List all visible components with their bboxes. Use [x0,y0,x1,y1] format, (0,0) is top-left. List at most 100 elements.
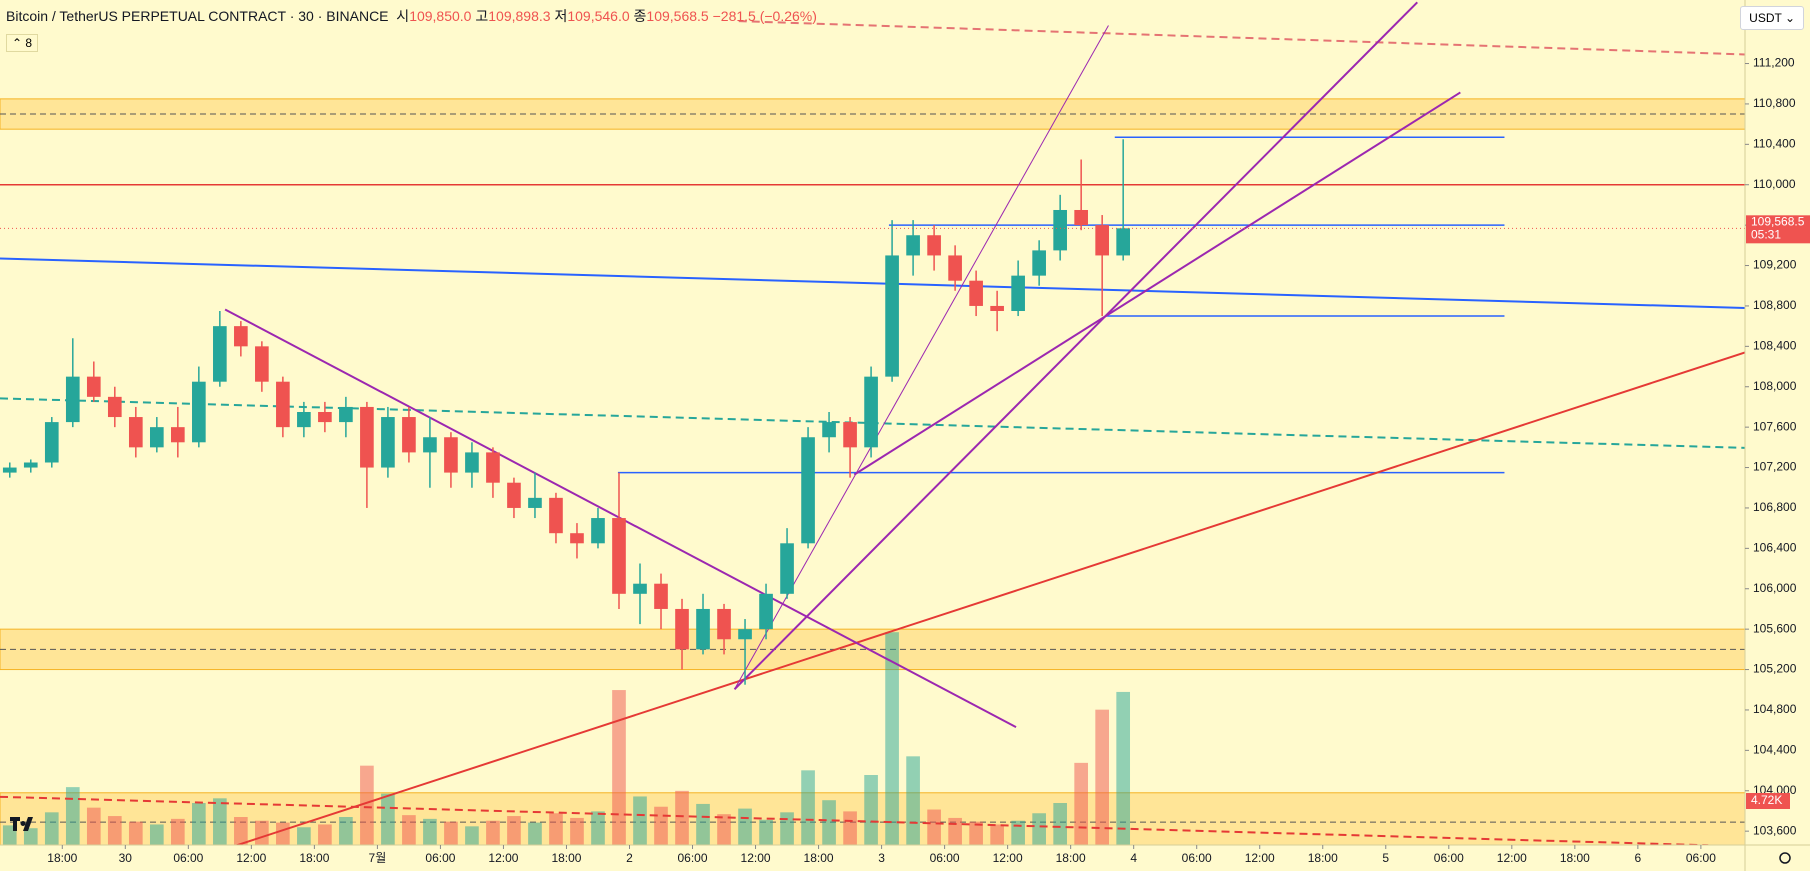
x-tick-label: 12:00 [993,851,1023,865]
x-tick-label: 06:00 [1686,851,1716,865]
volume-bar [675,790,689,845]
countdown: 05:31 [1751,227,1781,241]
x-tick-label: 18:00 [1560,851,1590,865]
candle-body [528,497,542,508]
volume-bar [255,820,269,845]
x-tick-label: 18:00 [47,851,77,865]
y-tick-label: 108,400 [1753,339,1797,353]
x-tick-label: 4 [1130,851,1137,865]
candle-body [149,427,164,448]
volume-bar [318,824,332,845]
y-tick-label: 104,400 [1753,743,1797,757]
volume-bar [234,817,248,845]
volume-bar [864,775,878,845]
candle-body [864,376,878,448]
x-tick-label: 30 [119,851,133,865]
candle-body [591,518,605,544]
volume-bar [843,811,857,845]
volume-bar [696,803,710,845]
y-tick-label: 110,400 [1753,137,1796,151]
candle-body [23,462,38,468]
ohlc-label: 종 [633,8,647,24]
candle-body [44,422,59,463]
volume-bar [1095,709,1109,845]
volume-bar [276,822,290,845]
candle-body [107,396,122,418]
volume-bar [717,814,731,845]
x-tick-label: 06:00 [425,851,455,865]
x-tick-label: 18:00 [1308,851,1338,865]
y-tick-label: 111,200 [1753,56,1795,70]
candle-body [234,326,248,347]
x-tick-label: 2 [626,851,633,865]
candle-body [801,437,815,544]
settings-icon[interactable] [1779,852,1791,864]
trendline [734,25,1109,690]
candle-body [213,326,227,382]
candle-body [1116,228,1131,256]
y-tick-label: 104,800 [1753,702,1797,716]
candle-body [2,467,17,473]
volume-bar [339,817,353,845]
volume-bar [107,816,122,845]
volume-bar [528,822,542,845]
x-tick-label: 3 [878,851,885,865]
y-tick-label: 108,000 [1753,379,1797,393]
volume-bar [423,818,437,845]
candle-body [906,235,920,256]
volume-bar [570,817,584,845]
x-tick-label: 12:00 [1497,851,1527,865]
candle-body [822,422,836,438]
volume-bar [927,809,941,845]
candle-body [423,437,437,453]
volume-bar [906,756,920,845]
ohlc-label: 시 [396,8,410,24]
volume-bar [948,817,962,845]
trendline [0,795,1709,845]
candle-body [255,346,269,382]
volume-bar [1074,762,1088,845]
x-tick-label: 18:00 [804,851,834,865]
candle-body [843,422,857,448]
candle-body [1011,275,1025,311]
trendline [733,1,1418,690]
volume-bar [1011,820,1025,845]
y-tick-label: 105,200 [1753,662,1797,676]
volume-bar [486,820,500,845]
candle-body [927,235,941,256]
y-tick-label: 107,600 [1753,419,1797,433]
volume-bar [591,811,605,845]
candle-body [738,629,752,640]
volume-bar [360,765,374,845]
candle-body [759,593,773,630]
x-tick-label: 12:00 [741,851,771,865]
y-tick-label: 103,600 [1753,823,1797,837]
y-tick-label: 110,000 [1753,177,1796,191]
volume-bar [759,819,773,845]
ohlc-value: 109,568.5 [646,8,709,24]
candle-body [276,381,290,428]
volume-bar [44,812,59,845]
candle-body [969,280,983,306]
indicators-toggle[interactable]: ⌃ 8 [6,34,39,52]
x-tick-label: 7월 [369,851,387,865]
volume-bar [507,816,521,845]
candle-body [1032,250,1046,276]
candle-body [633,583,647,594]
currency-select[interactable]: USDT ⌄ [1740,6,1804,30]
ohlc-value: 109,546.0 [567,8,630,24]
candle-body [948,255,962,281]
y-tick-label: 109,200 [1753,258,1797,272]
trendline [236,351,1745,845]
volume-label: 4.72K [1751,793,1782,807]
y-tick-label: 108,800 [1753,298,1797,312]
candle-body [570,533,584,544]
candle-body [171,427,185,443]
volume-bar [633,796,647,845]
candle-body [486,452,500,483]
volume-tag [1746,793,1790,809]
x-tick-label: 06:00 [1434,851,1464,865]
trendline [738,20,1745,56]
x-tick-label: 5 [1382,851,1389,865]
